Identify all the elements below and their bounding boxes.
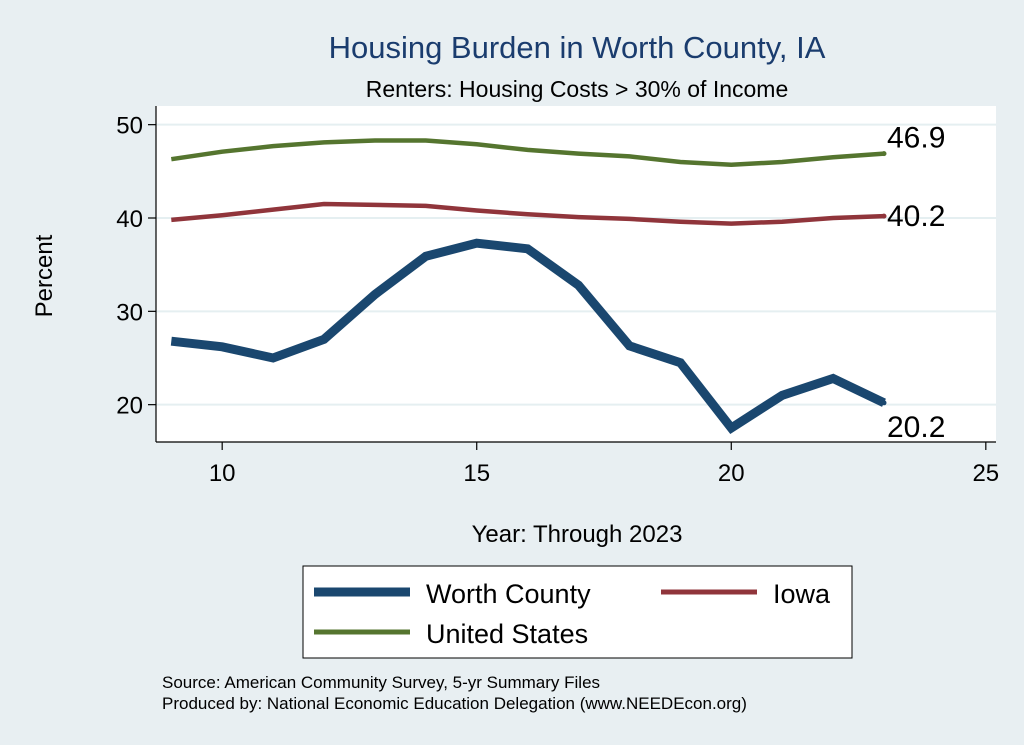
series-line-iowa <box>171 201 885 226</box>
y-tick-label-30: 30 <box>116 299 143 326</box>
producer-note: Produced by: National Economic Education… <box>162 694 747 713</box>
end-label-iowa: 40.2 <box>887 200 945 233</box>
chart-subtitle: Renters: Housing Costs > 30% of Income <box>366 76 789 102</box>
y-tick-label-40: 40 <box>116 206 143 233</box>
legend: Worth County Iowa United States <box>302 565 853 659</box>
x-axis-title: Year: Through 2023 <box>472 521 683 548</box>
end-label-united-states: 46.9 <box>887 122 945 155</box>
y-tick-label-50: 50 <box>116 113 143 140</box>
legend-label-united-states: United States <box>426 619 588 649</box>
x-tick-label-15: 15 <box>463 460 490 487</box>
x-tick-label-10: 10 <box>209 460 236 487</box>
series-line-worth-county <box>170 238 886 435</box>
legend-label-worth-county: Worth County <box>426 579 591 609</box>
chart-title: Housing Burden in Worth County, IA <box>329 30 826 65</box>
series-lines <box>170 138 887 435</box>
legend-label-iowa: Iowa <box>773 579 831 609</box>
y-tick-label-20: 20 <box>116 393 143 420</box>
end-labels: 46.9 40.2 20.2 <box>887 122 945 444</box>
end-label-worth-county: 20.2 <box>887 411 945 444</box>
axes: 20 30 40 50 10 15 20 25 <box>116 106 999 487</box>
series-endpoint-iowa <box>881 213 887 219</box>
series-line-united-states <box>170 138 885 168</box>
series-endpoint-united-states <box>881 151 887 157</box>
legend-box <box>302 565 853 659</box>
x-tick-label-25: 25 <box>972 460 999 487</box>
series-endpoint-worth-county <box>881 400 887 406</box>
x-tick-label-20: 20 <box>718 460 745 487</box>
source-note: Source: American Community Survey, 5-yr … <box>162 673 600 692</box>
y-axis-title: Percent <box>31 234 58 317</box>
